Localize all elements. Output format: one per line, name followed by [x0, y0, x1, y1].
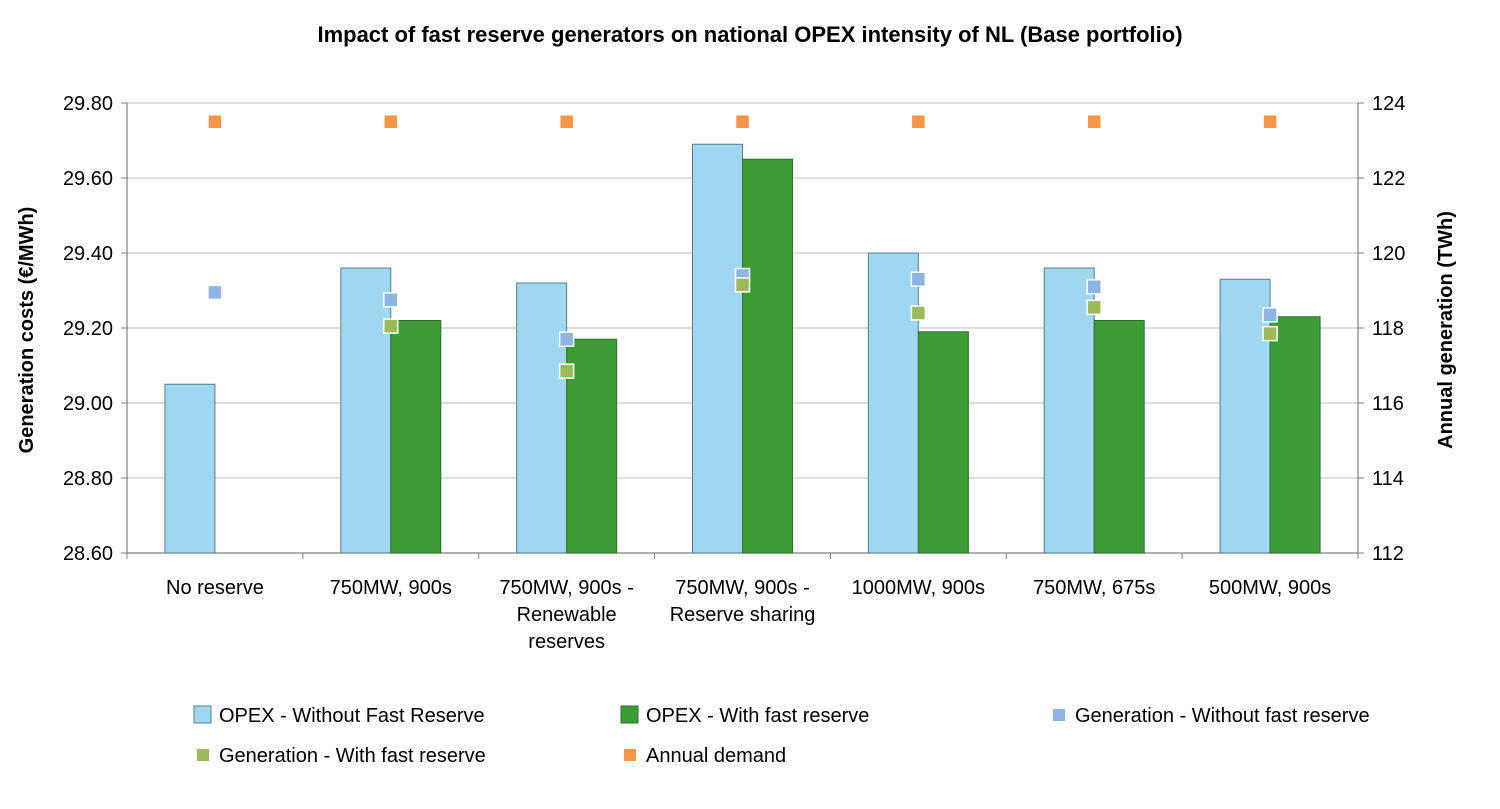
marker — [558, 331, 575, 347]
bar — [164, 383, 216, 554]
legend-label: Generation - With fast reserve — [219, 745, 486, 767]
y-tick-label: 28.60 — [63, 543, 113, 565]
bar — [340, 267, 392, 554]
y2-tick-label: 124 — [1372, 93, 1405, 115]
marker — [1262, 114, 1278, 130]
y2-tick-label: 112 — [1372, 543, 1404, 565]
bar — [390, 320, 442, 554]
marker — [910, 271, 927, 287]
bar — [1093, 320, 1145, 554]
legend-label: Annual demand — [646, 745, 786, 767]
bar — [566, 338, 618, 554]
x-tick-label: 1000MW, 900s — [852, 577, 985, 599]
legend: OPEX - Without Fast Reserve OPEX - With f… — [193, 705, 1370, 767]
marker — [1262, 325, 1278, 342]
bar — [692, 143, 743, 554]
bar — [742, 158, 793, 554]
bar — [867, 252, 919, 554]
x-tick-label: 750MW, 900s -Renewable reserves — [499, 577, 634, 653]
markers — [207, 114, 1278, 379]
category-labels: No reserve 750MW, 900s 750MW, 900s -Renewa… — [166, 577, 1331, 653]
legend-swatch — [620, 705, 639, 724]
legend-swatch — [197, 749, 209, 761]
y-tick-label: 29.80 — [63, 93, 113, 115]
marker — [734, 277, 751, 293]
x-tick-label: 500MW, 900s — [1209, 577, 1331, 599]
marker — [558, 114, 575, 130]
legend-label: Generation - Without fast reserve — [1075, 705, 1370, 727]
bar — [1269, 316, 1321, 554]
bar — [917, 331, 969, 554]
y2-tick-label: 120 — [1372, 243, 1405, 265]
y2-axis-title: Annual generation (TWh) — [1435, 211, 1457, 449]
marker — [1262, 307, 1278, 323]
marker — [558, 363, 575, 379]
marker — [383, 318, 399, 334]
marker — [734, 114, 751, 130]
y-tick-label: 29.00 — [63, 393, 113, 415]
y2-tick-label: 122 — [1372, 168, 1405, 190]
y2-tick-label: 116 — [1372, 393, 1404, 415]
legend-label: OPEX - Without Fast Reserve — [219, 705, 485, 727]
y-tick-label: 29.40 — [63, 243, 113, 265]
bar — [1043, 267, 1095, 554]
x-tick-label: 750MW, 900s — [330, 577, 452, 599]
y-axis-title: Generation costs (€/MWh) — [16, 207, 38, 454]
tick-labels: 28.60 28.80 29.00 29.20 29.40 29.60 29.80 112 11… — [63, 93, 1405, 565]
marker — [1086, 114, 1102, 130]
y-tick-label: 29.20 — [63, 318, 113, 340]
marker — [383, 292, 399, 308]
bars — [164, 143, 1321, 554]
x-tick-label: 750MW, 900s -Reserve sharing — [670, 577, 816, 626]
marker — [207, 284, 223, 301]
y2-tick-label: 114 — [1372, 468, 1404, 490]
x-tick-label: No reserve — [166, 577, 264, 599]
chart-title: Impact of fast reserve generators on nat… — [317, 22, 1182, 47]
y2-tick-label: 118 — [1372, 318, 1404, 340]
marker — [1086, 299, 1102, 316]
marker — [207, 114, 223, 130]
legend-label: OPEX - With fast reserve — [646, 705, 869, 727]
legend-swatch — [1053, 709, 1065, 721]
legend-swatch — [193, 705, 212, 724]
y-tick-label: 28.80 — [63, 468, 113, 490]
marker — [1086, 279, 1102, 295]
y-tick-label: 29.60 — [63, 168, 113, 190]
legend-swatch — [624, 749, 636, 761]
bar — [516, 282, 568, 554]
marker — [910, 305, 927, 321]
marker — [910, 114, 927, 130]
x-tick-label: 750MW, 675s — [1033, 577, 1155, 599]
marker — [383, 114, 399, 130]
